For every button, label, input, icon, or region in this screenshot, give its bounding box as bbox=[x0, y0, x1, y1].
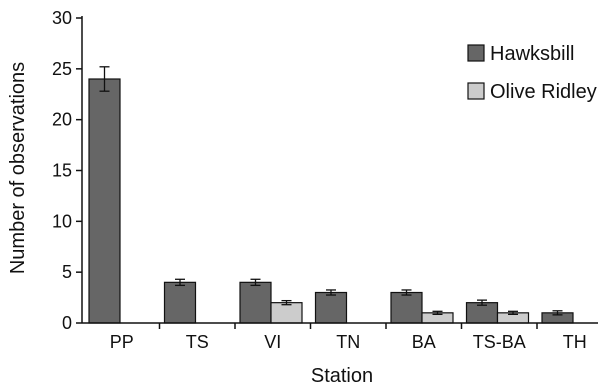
legend-swatch bbox=[467, 82, 485, 100]
error-bar bbox=[250, 278, 261, 287]
error-bar bbox=[477, 299, 487, 306]
x-tick-label: PP bbox=[110, 332, 134, 352]
bar-hawksbill-ts bbox=[163, 281, 197, 324]
error-bar bbox=[326, 289, 336, 296]
y-tick-label: 0 bbox=[62, 313, 72, 333]
x-axis-ticks: PP TS VI TN BA TS-BA TH bbox=[110, 323, 587, 352]
x-tick-label: BA bbox=[412, 332, 436, 352]
error-bar bbox=[99, 66, 110, 92]
y-tick-label: 20 bbox=[52, 110, 72, 130]
bar-hawksbill-pp bbox=[88, 78, 121, 324]
y-tick-label: 10 bbox=[52, 211, 72, 231]
error-bar bbox=[508, 310, 518, 316]
x-tick-label: TS-BA bbox=[473, 332, 526, 352]
bar-hawksbill-ba bbox=[390, 291, 423, 324]
bar-olive-ridley-vi bbox=[270, 302, 303, 324]
bar-hawksbill-vi bbox=[239, 281, 272, 324]
error-bar bbox=[552, 310, 563, 316]
legend: Hawksbill Olive Ridley bbox=[467, 43, 597, 103]
legend-label: Hawksbill bbox=[490, 43, 574, 65]
x-tick-label: TN bbox=[336, 332, 360, 352]
y-axis-ticks: 0 5 10 15 20 25 30 bbox=[52, 8, 82, 333]
x-tick-label: VI bbox=[264, 332, 281, 352]
y-tick-label: 15 bbox=[52, 161, 72, 181]
bar-hawksbill-tn bbox=[314, 291, 348, 324]
error-bar bbox=[401, 289, 412, 296]
y-tick-label: 30 bbox=[52, 8, 72, 28]
y-tick-label: 5 bbox=[62, 262, 72, 282]
x-tick-label: TH bbox=[563, 332, 587, 352]
x-tick-label: TS bbox=[186, 332, 209, 352]
axes-group bbox=[81, 16, 598, 324]
bars-group bbox=[88, 78, 574, 324]
legend-label: Olive Ridley bbox=[490, 81, 597, 103]
legend-swatch bbox=[467, 44, 485, 62]
error-bar bbox=[175, 278, 185, 287]
error-bar bbox=[432, 310, 443, 316]
error-bars-group bbox=[99, 66, 563, 316]
error-bar bbox=[281, 299, 292, 306]
legend-item: Hawksbill bbox=[467, 43, 574, 65]
x-axis-label: Station bbox=[311, 365, 373, 387]
y-axis-label: Number of observations bbox=[7, 62, 29, 274]
y-tick-label: 25 bbox=[52, 59, 72, 79]
legend-item: Olive Ridley bbox=[467, 81, 597, 103]
